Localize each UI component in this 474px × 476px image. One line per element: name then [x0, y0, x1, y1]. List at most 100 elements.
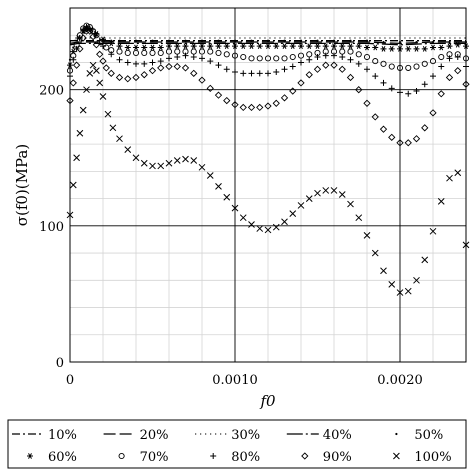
- data-point: [289, 43, 296, 49]
- data-point: [331, 43, 337, 49]
- data-point: [438, 53, 445, 61]
- data-point: [104, 110, 112, 118]
- data-point: [215, 49, 222, 56]
- data-point: [109, 124, 117, 132]
- series-40pct: [69, 42, 466, 46]
- legend-item: 70%: [118, 450, 169, 465]
- data-point: [174, 43, 181, 49]
- legend-item: 90%: [301, 450, 352, 465]
- data-point: [93, 32, 100, 39]
- data-point: [165, 159, 173, 167]
- legend-label: 30%: [231, 428, 260, 443]
- data-point: [421, 45, 428, 52]
- data-point: [339, 43, 346, 49]
- legend-item: 30%: [195, 428, 260, 443]
- data-point: [223, 193, 231, 201]
- data-point: [115, 73, 124, 82]
- data-point: [265, 43, 271, 49]
- data-point: [421, 256, 429, 264]
- y-tick-label: 200: [39, 84, 64, 99]
- data-point: [363, 232, 371, 239]
- data-point: [248, 70, 255, 77]
- data-point: [404, 139, 412, 147]
- data-point: [347, 48, 354, 55]
- data-point: [231, 52, 239, 59]
- data-point: [148, 66, 157, 75]
- data-point: [116, 43, 123, 49]
- data-point: [256, 43, 263, 49]
- data-point: [421, 124, 429, 132]
- data-point: [339, 48, 346, 55]
- data-point: [281, 218, 288, 226]
- data-point: [355, 214, 363, 222]
- data-point: [223, 96, 231, 105]
- x-axis-label: f0: [259, 392, 276, 410]
- data-point: [107, 69, 115, 77]
- legend-label: 60%: [48, 450, 77, 465]
- data-point: [454, 54, 461, 61]
- data-point: [265, 70, 271, 77]
- data-point: [264, 102, 272, 110]
- data-point: [149, 162, 156, 170]
- data-point: [322, 43, 329, 49]
- data-point: [388, 133, 396, 141]
- legend-swatch: [27, 453, 33, 459]
- data-point: [446, 43, 453, 49]
- data-point: [338, 65, 346, 73]
- data-point: [96, 79, 104, 87]
- data-point: [133, 44, 139, 51]
- data-point: [83, 24, 90, 31]
- data-point: [173, 157, 181, 164]
- data-point: [124, 75, 132, 83]
- data-point: [398, 40, 402, 44]
- data-point: [141, 49, 148, 56]
- series-20pct: [69, 41, 466, 45]
- data-point: [371, 113, 379, 121]
- data-point: [215, 183, 222, 190]
- data-point: [256, 70, 263, 77]
- data-point: [151, 39, 154, 42]
- data-point: [89, 32, 97, 41]
- series-90pct: [66, 27, 470, 147]
- legend-label: 80%: [231, 450, 260, 465]
- data-point: [437, 197, 445, 205]
- data-point: [157, 64, 165, 72]
- data-point: [206, 172, 214, 179]
- data-point: [347, 43, 354, 49]
- data-point: [412, 135, 421, 143]
- series-line: [69, 41, 466, 45]
- data-point: [339, 54, 346, 61]
- data-point: [240, 43, 247, 49]
- legend-swatch: [395, 432, 398, 436]
- data-point: [190, 54, 197, 61]
- data-point: [306, 43, 313, 49]
- data-point: [429, 109, 437, 117]
- data-point: [239, 214, 247, 222]
- data-point: [379, 125, 388, 133]
- data-point: [314, 54, 321, 61]
- data-point: [382, 40, 385, 44]
- data-point: [182, 155, 189, 163]
- data-point: [116, 135, 123, 143]
- data-point: [190, 48, 197, 55]
- data-point: [157, 49, 164, 56]
- data-point: [166, 55, 172, 62]
- data-point: [223, 43, 230, 49]
- data-point: [430, 44, 436, 51]
- data-point: [413, 45, 420, 52]
- data-point: [240, 70, 247, 77]
- series-60pct: [67, 25, 469, 69]
- data-point: [332, 39, 336, 42]
- data-point: [248, 221, 255, 228]
- legend-item: 40%: [286, 428, 352, 443]
- data-point: [281, 66, 288, 73]
- data-point: [100, 43, 106, 50]
- data-point: [365, 39, 369, 42]
- data-point: [430, 73, 436, 80]
- data-point: [108, 40, 115, 47]
- data-point: [380, 79, 387, 86]
- data-point: [396, 139, 404, 147]
- data-point: [118, 39, 121, 42]
- data-point: [388, 45, 395, 52]
- data-point: [283, 39, 286, 42]
